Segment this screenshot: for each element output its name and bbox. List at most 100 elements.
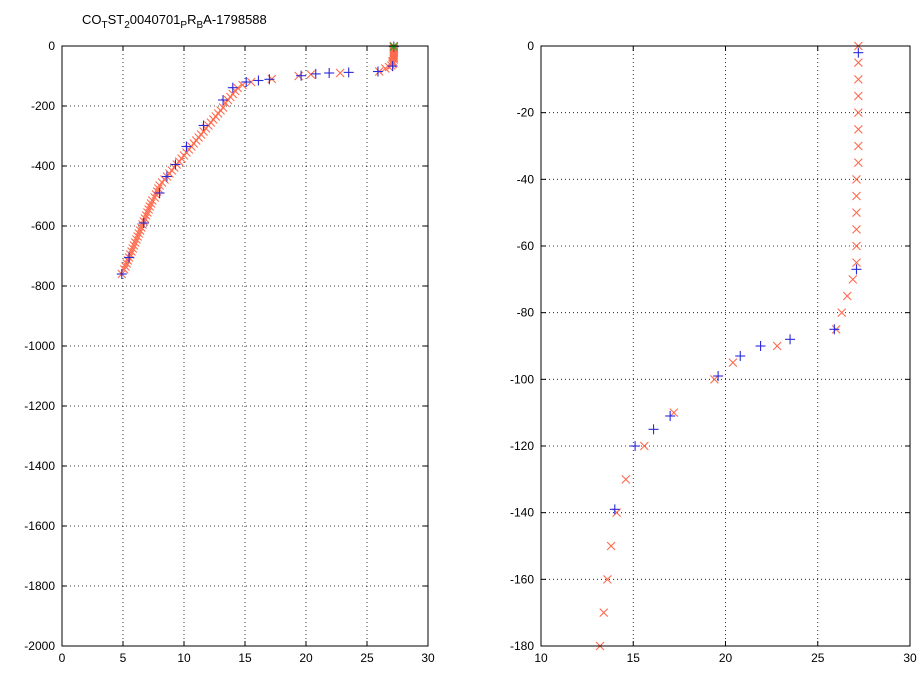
y-tick-label: -800 [31, 279, 55, 293]
data-point [669, 408, 679, 418]
y-tick-label: 0 [527, 39, 534, 53]
data-point [372, 66, 383, 77]
data-point [343, 67, 354, 78]
data-point [648, 424, 659, 435]
data-point [852, 191, 861, 201]
data-point [389, 42, 399, 51]
data-point [842, 291, 852, 301]
title-part: P [180, 20, 187, 31]
data-point [198, 120, 209, 131]
data-point [609, 504, 620, 515]
x-tick-label: 20 [299, 651, 313, 665]
data-point [241, 77, 252, 87]
data-point [852, 241, 861, 251]
data-point [606, 541, 616, 551]
data-point [665, 411, 676, 421]
y-tick-label: -80 [517, 306, 535, 320]
data-point [145, 202, 155, 211]
y-tick-label: -160 [510, 572, 534, 586]
right-plot: 10 15 20 25 30 0 -20 -40 -60 -80 -100 -120 -140 -160 -… [510, 39, 917, 665]
data-point [181, 141, 192, 152]
data-point [639, 441, 649, 451]
y-tick-label: -140 [510, 506, 534, 520]
left-plot: 0 5 10 15 20 25 30 0 -200 -400 -600 -800 -1000 -1200 -… [24, 39, 435, 665]
y-tick-label: -20 [517, 106, 535, 120]
data-point [621, 474, 631, 484]
data-point [852, 174, 861, 184]
y-tick-label: -180 [510, 639, 534, 653]
data-point [132, 235, 141, 244]
data-point [603, 574, 612, 584]
data-point [144, 205, 154, 214]
data-point [853, 91, 863, 101]
data-point [310, 68, 321, 79]
x-tick-label: 20 [719, 651, 733, 665]
data-point [852, 258, 861, 268]
data-point [837, 308, 847, 318]
data-point [116, 269, 127, 279]
data-point [218, 103, 228, 112]
data-point [853, 47, 864, 58]
x-tick-label: 30 [903, 651, 917, 665]
data-point [227, 82, 238, 93]
data-point [146, 199, 156, 208]
data-point [151, 190, 161, 199]
data-point [129, 241, 139, 250]
data-point [135, 226, 145, 235]
data-point [599, 608, 609, 618]
data-point [853, 108, 863, 118]
data-point [853, 141, 863, 151]
y-tick-label: -2000 [24, 639, 55, 653]
data-point [140, 214, 150, 223]
title-part: CO [82, 12, 102, 27]
y-tick-label: -1200 [24, 399, 55, 413]
y-tick-label: 0 [48, 39, 55, 53]
data-point [829, 324, 840, 335]
x-tick-label: 10 [534, 651, 548, 665]
y-tick-label: -600 [31, 219, 55, 233]
data-point [710, 374, 719, 384]
data-point [143, 208, 152, 217]
x-tick-label: 25 [811, 651, 825, 665]
y-tick-label: -1000 [24, 339, 55, 353]
plot-frame [61, 45, 429, 647]
figure-title: COTST20040701PRBA-1798588 [82, 12, 267, 31]
data-point [153, 184, 163, 193]
y-tick-label: -120 [510, 439, 534, 453]
data-point [128, 244, 138, 253]
data-point [387, 61, 398, 72]
data-point [154, 188, 165, 198]
y-tick-label: -1600 [24, 519, 55, 533]
x-tick-label: 30 [421, 651, 435, 665]
data-point [853, 124, 863, 134]
y-tick-label: -400 [31, 159, 55, 173]
y-tick-label: -100 [510, 372, 534, 386]
data-point [150, 193, 160, 202]
x-tick-label: 15 [238, 651, 252, 665]
data-point [612, 508, 622, 518]
data-point [853, 158, 863, 168]
x-tick-label: 5 [120, 651, 127, 665]
plot-frame [540, 45, 911, 647]
data-point [735, 351, 746, 361]
x-tick-label: 10 [177, 651, 191, 665]
data-point [253, 75, 264, 86]
y-tick-label: -1400 [24, 459, 55, 473]
y-tick-label: -1800 [24, 579, 55, 593]
data-point [130, 238, 140, 247]
x-tick-label: 0 [59, 651, 66, 665]
y-tick-label: -40 [517, 172, 535, 186]
data-point [785, 334, 796, 345]
data-point [335, 68, 345, 78]
title-part: 0040701 [130, 12, 181, 27]
data-point [713, 371, 724, 381]
data-point [133, 232, 143, 241]
data-point [630, 441, 641, 451]
data-point [296, 70, 307, 81]
data-point [121, 262, 130, 271]
data-point [124, 252, 135, 263]
data-point [728, 358, 738, 368]
title-part: T [102, 20, 108, 31]
data-point [848, 274, 858, 284]
data-point [853, 74, 863, 84]
